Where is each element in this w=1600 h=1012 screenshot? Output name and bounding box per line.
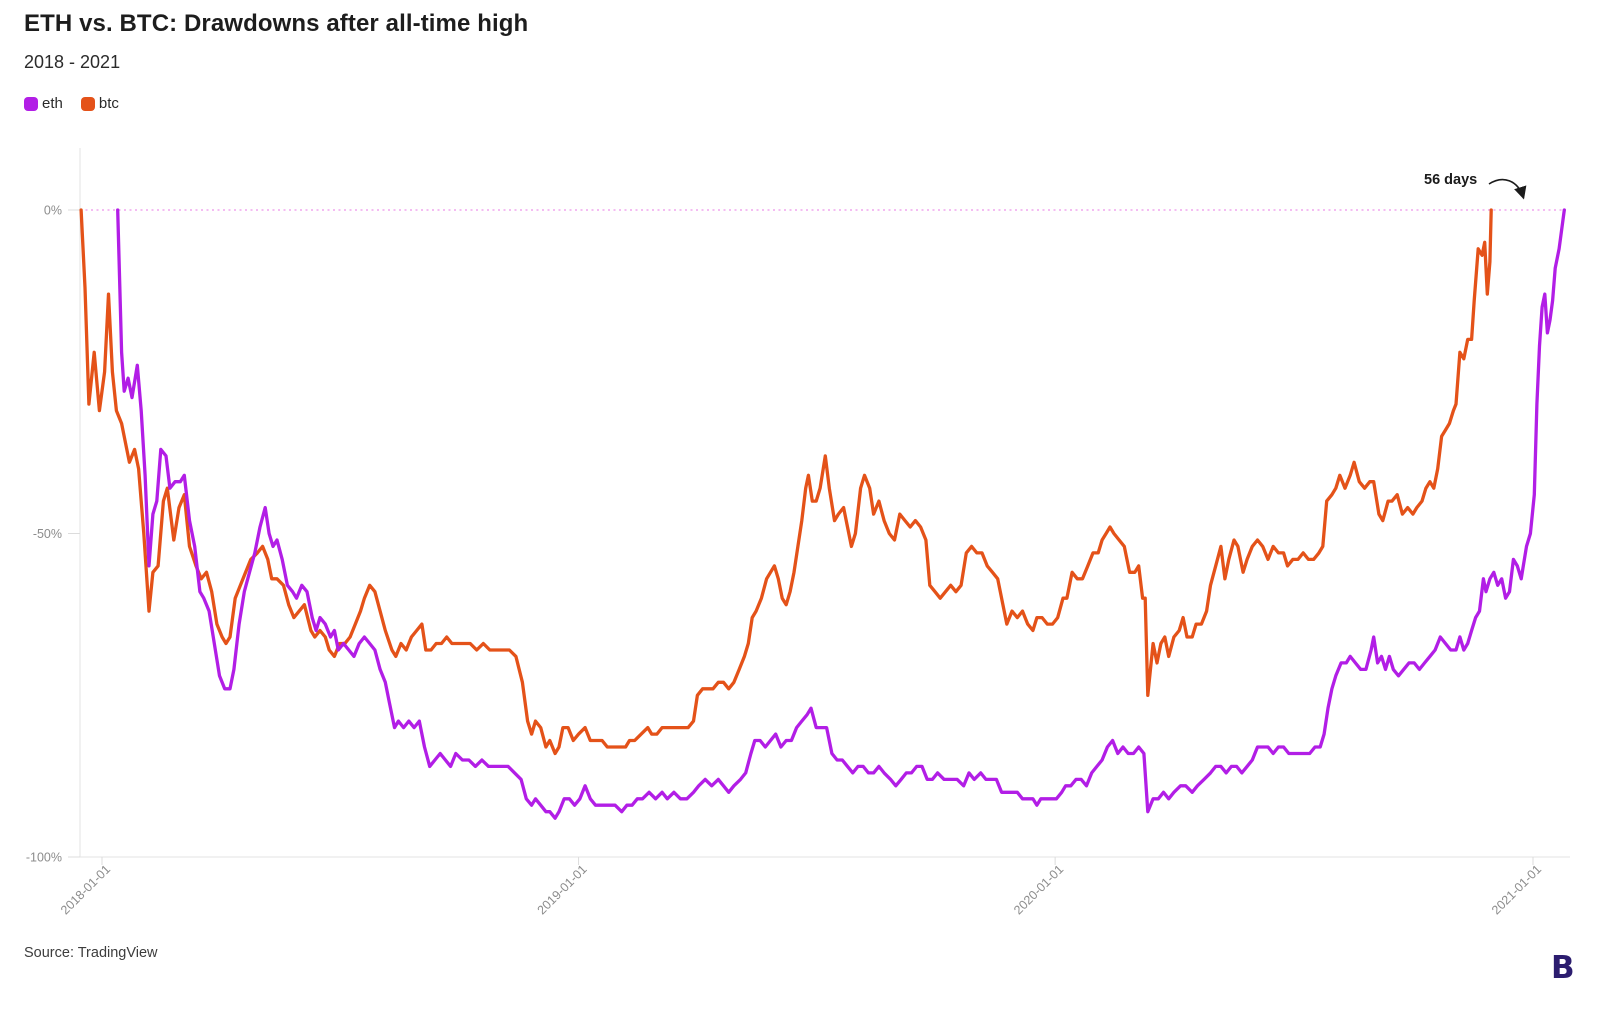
x-tick-label: 2018-01-01 [58, 862, 113, 917]
page-title: ETH vs. BTC: Drawdowns after all-time hi… [24, 10, 529, 37]
annotation-arrow [1488, 178, 1527, 200]
brand-logo: B [1551, 950, 1575, 986]
legend: eth btc [24, 95, 119, 112]
x-tick-label: 2019-01-01 [535, 862, 590, 917]
source-credit: Source: TradingView [24, 945, 158, 961]
btc-line [79, 208, 1493, 756]
legend-label-btc: btc [98, 95, 119, 112]
btc-color-swatch [80, 96, 95, 111]
y-tick-label: 0% [44, 204, 62, 218]
eth-color-swatch [24, 96, 38, 111]
x-tick-label: 2021-01-01 [1489, 862, 1544, 917]
x-tick-label: 2020-01-01 [1011, 862, 1066, 917]
eth-line [116, 208, 1566, 820]
annotation-56-days: 56 days [1424, 172, 1478, 188]
legend-label-eth: eth [42, 95, 63, 112]
page-subtitle: 2018 - 2021 [24, 52, 121, 72]
y-tick-label: -100% [26, 851, 62, 865]
legend-item-eth: eth [24, 95, 63, 112]
y-tick-label: -50% [33, 527, 62, 541]
legend-item-btc: btc [80, 95, 119, 112]
